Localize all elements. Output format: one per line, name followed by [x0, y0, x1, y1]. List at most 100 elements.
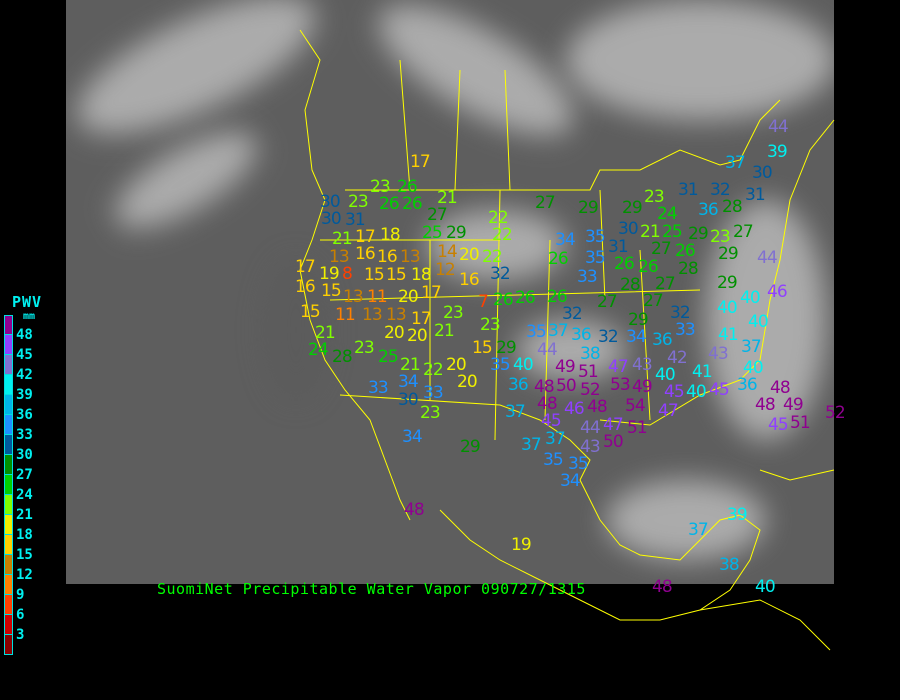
station-pwv-value: 35: [568, 454, 588, 474]
station-pwv-value: 17: [355, 227, 375, 247]
station-pwv-value: 46: [564, 399, 584, 419]
station-pwv-value: 16: [355, 244, 375, 264]
station-pwv-value: 30: [398, 390, 418, 410]
map-caption: SuomiNet Precipitable Water Vapor 090727…: [157, 580, 586, 598]
legend-swatch: [4, 315, 13, 335]
legend-unit: mm: [23, 311, 36, 322]
station-pwv-value: 20: [459, 245, 479, 265]
station-pwv-value: 37: [505, 402, 525, 422]
station-pwv-value: 30: [618, 219, 638, 239]
station-pwv-value: 45: [709, 380, 729, 400]
station-pwv-value: 13: [329, 247, 349, 267]
station-pwv-value: 21: [400, 355, 420, 375]
station-pwv-value: 33: [675, 320, 695, 340]
station-pwv-value: 40: [740, 288, 760, 308]
station-pwv-value: 26: [547, 287, 567, 307]
station-pwv-value: 34: [402, 427, 422, 447]
station-pwv-value: 37: [688, 520, 708, 540]
legend-label: 3: [16, 627, 25, 643]
station-pwv-value: 11: [335, 305, 355, 325]
station-pwv-value: 48: [534, 377, 554, 397]
station-pwv-value: 40: [743, 358, 763, 378]
legend-swatch: [4, 455, 13, 475]
station-pwv-value: 40: [717, 298, 737, 318]
station-pwv-value: 36: [737, 375, 757, 395]
station-pwv-value: 23: [348, 192, 368, 212]
legend-label: 24: [16, 487, 33, 503]
station-pwv-value: 21: [332, 229, 352, 249]
station-pwv-value: 30: [320, 192, 340, 212]
station-pwv-value: 40: [686, 382, 706, 402]
station-pwv-value: 29: [688, 224, 708, 244]
station-pwv-value: 51: [627, 418, 647, 438]
station-pwv-value: 47: [658, 401, 678, 421]
station-pwv-value: 47: [603, 415, 623, 435]
station-pwv-value: 38: [580, 344, 600, 364]
station-pwv-value: 29: [717, 273, 737, 293]
legend-swatch: [4, 595, 13, 615]
station-pwv-value: 48: [404, 500, 424, 520]
east-coastline: [599, 119, 835, 426]
political-borders: [299, 29, 835, 651]
station-pwv-value: 16: [295, 277, 315, 297]
legend-swatch: [4, 555, 13, 575]
station-pwv-value: 33: [423, 383, 443, 403]
state-lines: [320, 239, 701, 481]
station-pwv-value: 45: [768, 415, 788, 435]
station-pwv-value: 31: [608, 237, 628, 257]
legend-swatch: [4, 615, 13, 635]
station-pwv-value: 20: [407, 326, 427, 346]
station-pwv-value: 27: [597, 292, 617, 312]
station-pwv-value: 15: [386, 265, 406, 285]
legend-label: 6: [16, 607, 25, 623]
station-pwv-value: 49: [783, 395, 803, 415]
station-pwv-value: 27: [733, 222, 753, 242]
legend-swatch: [4, 475, 13, 495]
legend-swatch: [4, 495, 13, 515]
legend-label: 48: [16, 327, 33, 343]
station-pwv-value: 31: [345, 210, 365, 230]
legend-swatch: [4, 335, 13, 355]
station-pwv-value: 37: [725, 153, 745, 173]
station-pwv-value: 14: [437, 242, 457, 262]
station-pwv-value: 54: [625, 396, 645, 416]
station-pwv-value: 48: [537, 394, 557, 414]
central-america-coast: [699, 599, 831, 651]
station-pwv-value: 20: [398, 287, 418, 307]
station-pwv-value: 29: [460, 437, 480, 457]
gulf-coastline: [439, 479, 761, 621]
station-pwv-value: 17: [421, 283, 441, 303]
station-pwv-value: 13: [400, 247, 420, 267]
station-pwv-value: 28: [722, 197, 742, 217]
station-pwv-value: 40: [655, 365, 675, 385]
station-pwv-value: 43: [632, 355, 652, 375]
station-pwv-value: 23: [420, 403, 440, 423]
station-pwv-value: 21: [437, 188, 457, 208]
station-pwv-value: 11: [367, 287, 387, 307]
station-pwv-value: 35: [585, 248, 605, 268]
station-pwv-value: 17: [295, 257, 315, 277]
station-pwv-value: 27: [535, 193, 555, 213]
station-pwv-value: 50: [556, 376, 576, 396]
station-pwv-value: 34: [626, 327, 646, 347]
station-pwv-value: 49: [555, 357, 575, 377]
station-pwv-value: 27: [655, 274, 675, 294]
station-pwv-value: 39: [727, 505, 747, 525]
station-pwv-value: 30: [752, 163, 772, 183]
station-pwv-value: 35: [490, 355, 510, 375]
station-pwv-value: 48: [755, 395, 775, 415]
station-pwv-value: 20: [457, 372, 477, 392]
station-pwv-value: 26: [548, 249, 568, 269]
station-pwv-value: 53: [610, 375, 630, 395]
station-pwv-value: 22: [488, 208, 508, 228]
station-pwv-value: 21: [640, 222, 660, 242]
caribbean-coast: [759, 469, 835, 481]
legend-swatch: [4, 515, 13, 535]
station-pwv-value: 39: [767, 142, 787, 162]
station-pwv-value: 48: [652, 577, 672, 597]
legend-title: PWV: [12, 293, 43, 311]
station-pwv-value: 26: [402, 194, 422, 214]
station-pwv-value: 35: [543, 450, 563, 470]
station-pwv-value: 46: [767, 282, 787, 302]
